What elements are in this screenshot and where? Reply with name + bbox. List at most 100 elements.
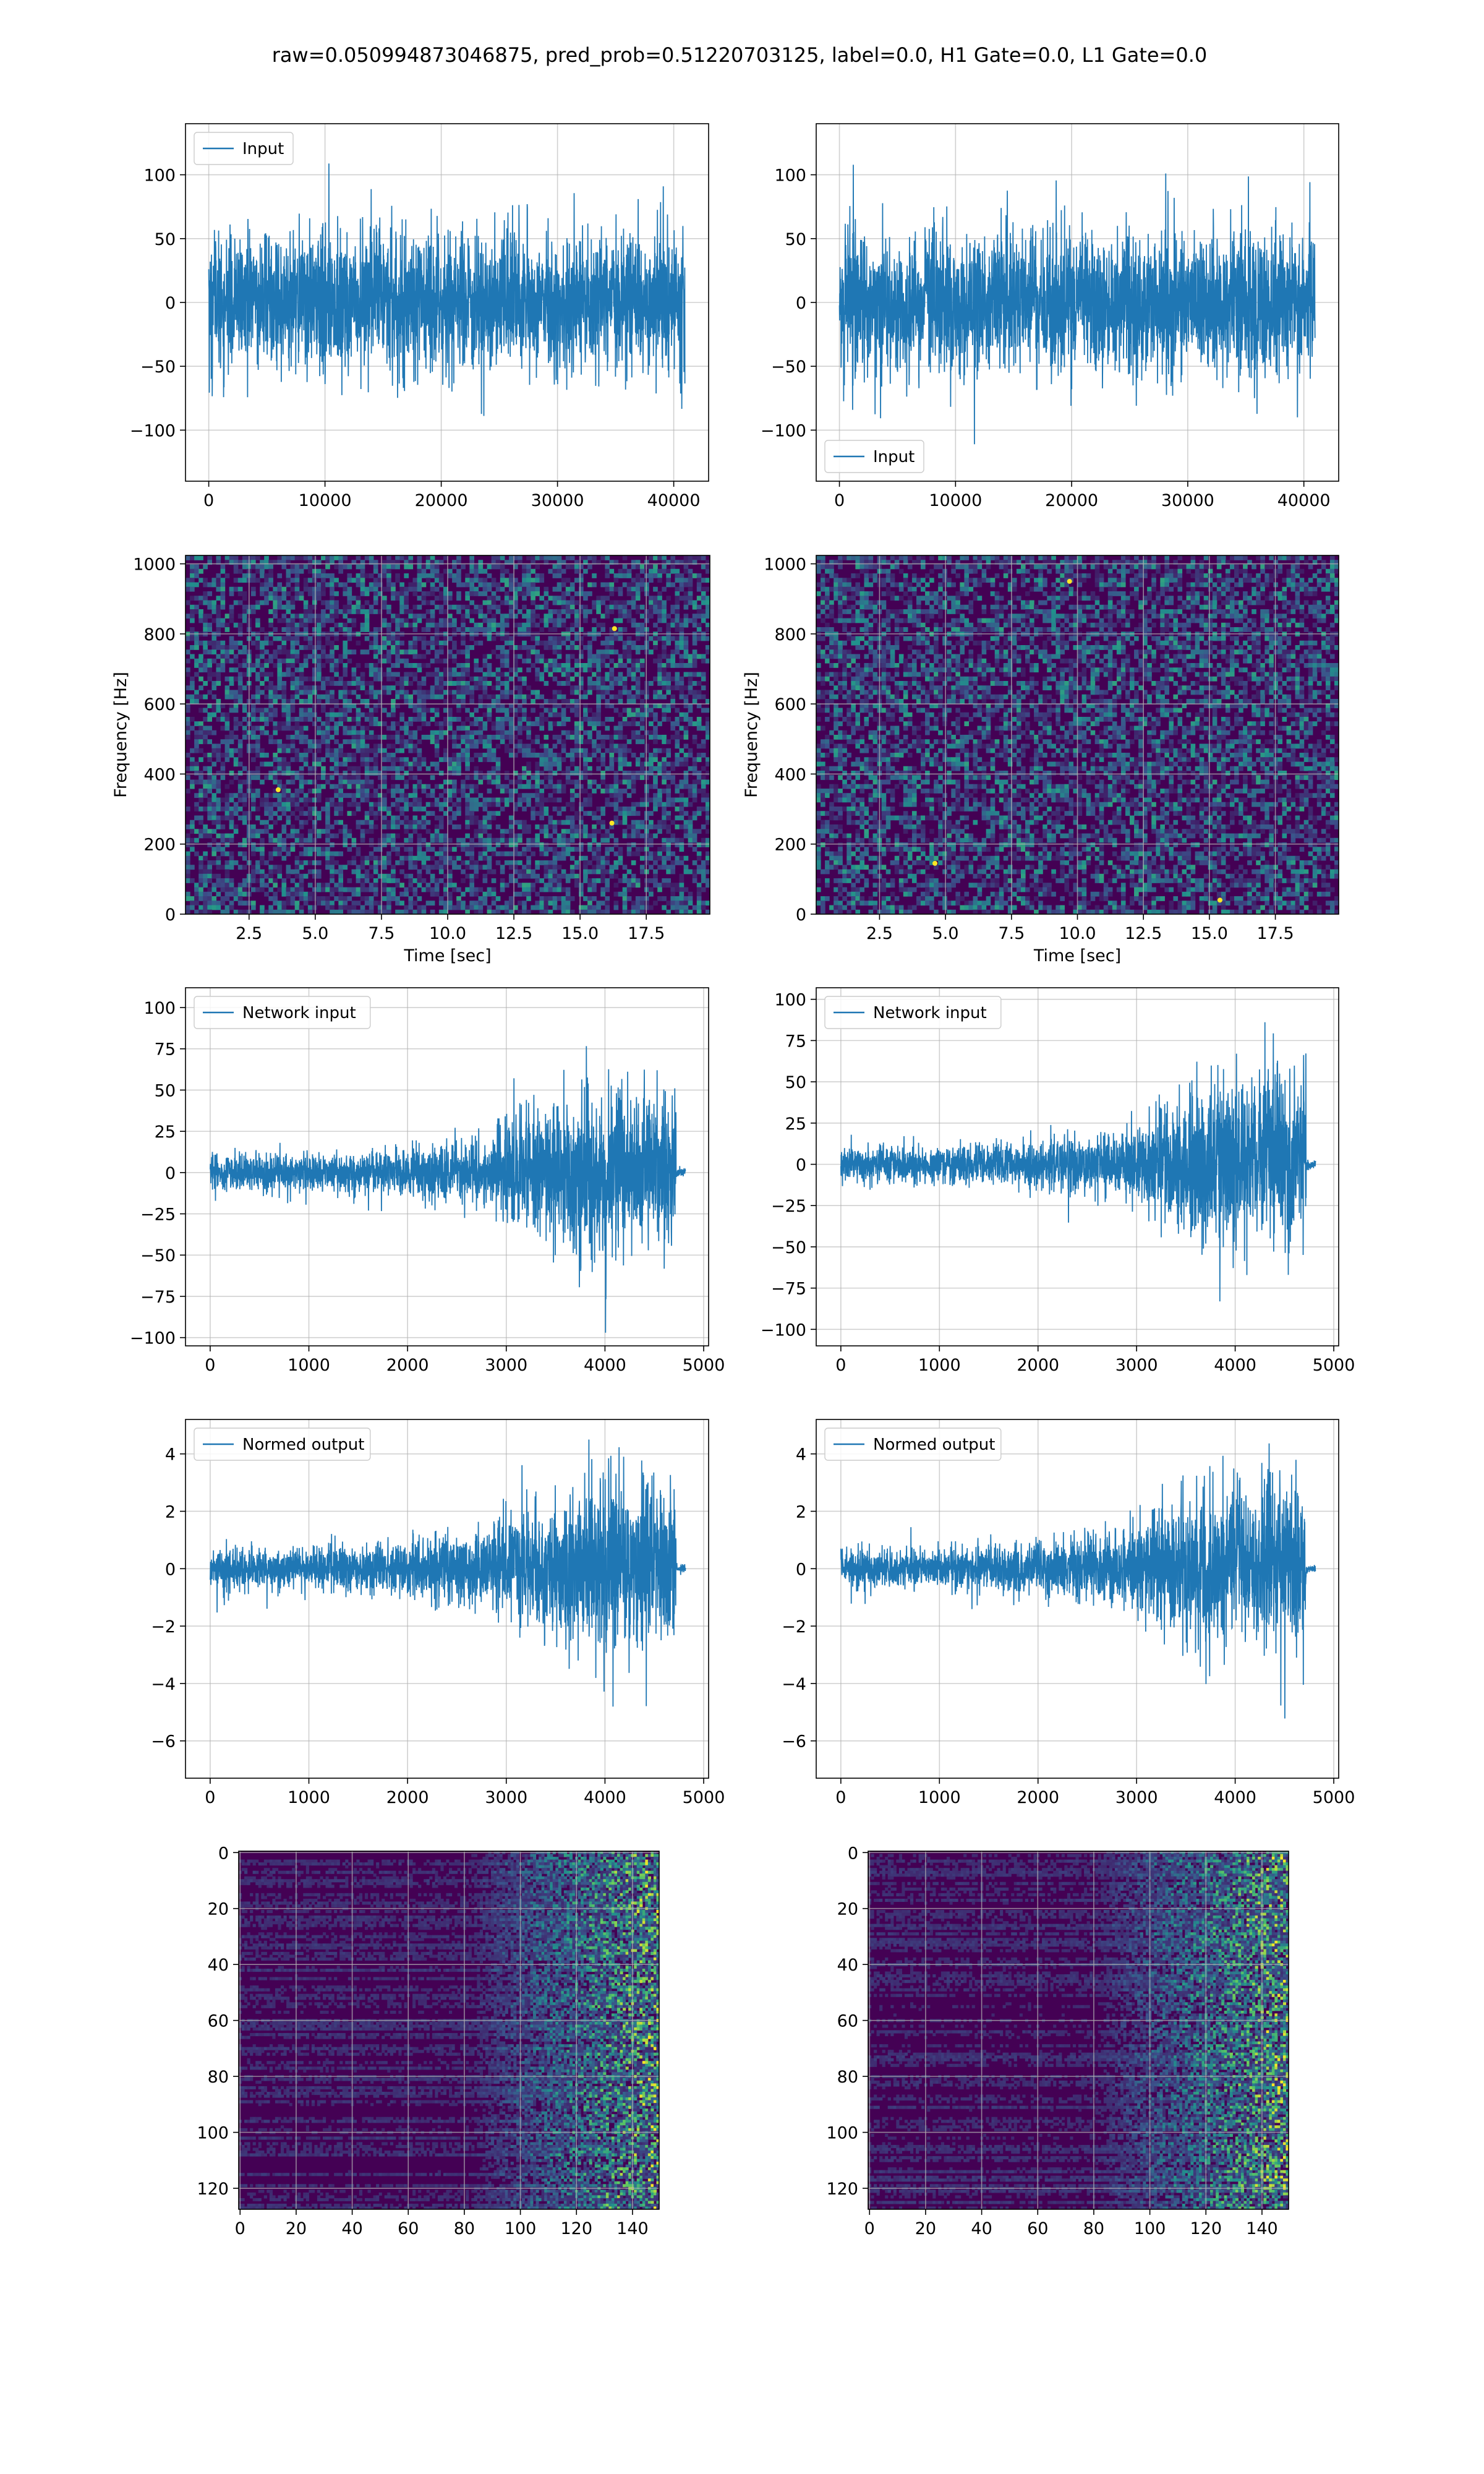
r1c2-xtick-label: 0: [834, 491, 845, 510]
r1c2-xtick-label: 30000: [1161, 491, 1214, 510]
r5c2-ytick-label: 20: [837, 1900, 858, 1919]
r4c2-ytick-label: −4: [782, 1675, 806, 1694]
r3c1-xtick-label: 3000: [485, 1356, 527, 1375]
r3c2-xtick-label: 3000: [1115, 1356, 1158, 1375]
r5c2-frame: [868, 1851, 1289, 2210]
r3c2-xtick-label: 1000: [918, 1356, 961, 1375]
r2c1-ylabel: Frequency [Hz]: [111, 672, 130, 798]
r5c2-heatmap-image: [868, 1851, 1289, 2209]
r5c1-xtick-label: 0: [235, 2219, 245, 2238]
r1c2-legend-label: Input: [873, 448, 915, 466]
r4c2-xtick-label: 4000: [1214, 1788, 1256, 1807]
r4c1-ytick-label: 4: [165, 1445, 176, 1465]
r4c2-ytick-label: −6: [782, 1732, 806, 1752]
panel-r3c1: 0 1000 2000 3000 4000 5000 −100 −75 −50 −25 0 25 50 7…: [130, 987, 725, 1375]
r1c1-ytick-label: −50: [140, 357, 176, 377]
r2c2-ytick-label: 400: [774, 765, 806, 784]
r3c1-series-line: [210, 1046, 686, 1333]
r3c1-ytick-label: 25: [155, 1123, 176, 1142]
r1c1-legend: Input: [194, 132, 294, 165]
r1c1-ytick-label: 0: [165, 294, 176, 313]
figure-title: raw=0.050994873046875, pred_prob=0.51220…: [272, 43, 1208, 67]
r2c2-xtick-label: 7.5: [998, 924, 1025, 943]
r5c1-ytick-label: 40: [208, 1956, 229, 1975]
r1c1-xtick-label: 0: [203, 491, 214, 510]
r4c2-series-line: [840, 1443, 1316, 1719]
r2c2-hot-spot-1: [932, 860, 938, 866]
r2c2-xtick-label: 10.0: [1059, 924, 1096, 943]
r5c1-xtick-label: 40: [341, 2219, 362, 2238]
r1c2-ytick-label: 100: [774, 166, 806, 186]
r3c1-ytick-label: 75: [155, 1040, 176, 1059]
panel-r2c2: 2.5 5.0 7.5 10.0 12.5 15.0 17.5 0 200 400 600 800 10…: [742, 555, 1339, 965]
r5c1-ytick-label: 100: [197, 2124, 229, 2143]
r1c2-ytick-label: −50: [771, 357, 806, 377]
r4c2-legend-label: Normed output: [873, 1436, 995, 1454]
r4c1-legend-label: Normed output: [242, 1436, 364, 1454]
r3c1-xtick-label: 0: [205, 1356, 215, 1375]
r4c1-ytick-label: 2: [165, 1502, 176, 1522]
r5c1-ytick-label: 60: [208, 2012, 229, 2031]
r2c1-hot-spot-2: [609, 820, 615, 826]
r4c2-xtick-label: 3000: [1115, 1788, 1158, 1807]
r2c2-ytick-label: 200: [774, 836, 806, 855]
r5c2-xtick-label: 120: [1190, 2219, 1222, 2238]
r3c2-xtick-label: 4000: [1214, 1356, 1256, 1375]
r3c1-ytick-label: 50: [155, 1081, 176, 1100]
panel-r1c1: 0 10000 20000 30000 40000 −100 −50 0 50 100 Input: [130, 123, 709, 510]
r1c2-xtick-label: 20000: [1045, 491, 1098, 510]
r2c1-xtick-label: 15.0: [561, 924, 599, 943]
r5c2-xtick-label: 60: [1027, 2219, 1048, 2238]
r3c1-ytick-label: −100: [130, 1329, 176, 1348]
r5c2-ytick-label: 60: [837, 2012, 858, 2031]
r5c1-xtick-label: 100: [505, 2219, 537, 2238]
r2c2-xtick-label: 5.0: [932, 924, 959, 943]
r3c2-ytick-label: −25: [771, 1197, 806, 1216]
r4c1-xtick-label: 2000: [386, 1788, 429, 1807]
r2c2-ylabel: Frequency [Hz]: [742, 672, 761, 798]
r2c1-ytick-label: 200: [143, 836, 176, 855]
r3c1-ytick-label: 0: [165, 1164, 176, 1183]
r2c2-xtick-label: 2.5: [866, 924, 893, 943]
r5c2-ytick-label: 0: [848, 1844, 858, 1863]
r1c1-legend-label: Input: [242, 140, 284, 158]
r2c2-hot-spot-0: [1217, 897, 1222, 903]
r5c2-xtick-label: 140: [1246, 2219, 1278, 2238]
r1c1-ytick-label: 50: [155, 230, 176, 249]
r2c1-xtick-label: 2.5: [236, 924, 262, 943]
r2c1-ytick-label: 800: [143, 625, 176, 644]
r1c1-ytick-label: 100: [143, 166, 176, 186]
r2c1-xtick-label: 17.5: [628, 924, 665, 943]
r1c1-xtick-label: 30000: [531, 491, 584, 510]
r5c2-ytick-label: 40: [837, 1956, 858, 1975]
r2c2-xlabel: Time [sec]: [1033, 946, 1121, 965]
panel-r5c1: 0 20 40 60 80 100 120 140 0 20 40 60 80 100 120: [197, 1844, 660, 2238]
r3c1-ytick-label: −25: [140, 1205, 176, 1225]
r3c2-xtick-label: 5000: [1313, 1356, 1355, 1375]
r2c1-ytick-label: 0: [165, 905, 176, 925]
panel-r4c2: 0 1000 2000 3000 4000 5000 −6 −4 −2 0 2 4 Normed out…: [782, 1419, 1355, 1807]
r1c1-ytick-label: −100: [130, 421, 176, 440]
r1c2-xtick-label: 10000: [929, 491, 982, 510]
r3c1-ytick-label: −75: [140, 1288, 176, 1307]
r3c1-ytick-label: 100: [143, 999, 176, 1018]
r1c2-ytick-label: 0: [796, 294, 806, 313]
r2c1-grid: [186, 555, 710, 915]
r3c2-ytick-label: 50: [785, 1073, 806, 1092]
r2c1-hot-spot-0: [612, 626, 617, 631]
r3c2-frame: [816, 987, 1339, 1346]
r5c2-xtick-label: 20: [915, 2219, 936, 2238]
r5c2-xtick-label: 80: [1083, 2219, 1104, 2238]
r1c1-series-line: [208, 163, 686, 416]
r2c1-xtick-label: 7.5: [368, 924, 394, 943]
r5c1-ytick-label: 20: [208, 1900, 229, 1919]
r5c1-frame: [238, 1851, 660, 2210]
r4c1-ytick-label: 0: [165, 1560, 176, 1579]
r2c2-ytick-label: 800: [774, 625, 806, 644]
r4c2-ytick-label: 2: [796, 1502, 806, 1522]
r1c2-series-line: [838, 165, 1316, 445]
r4c1-ytick-label: −6: [151, 1732, 176, 1752]
r3c2-ytick-label: −100: [761, 1320, 806, 1340]
panel-r3c2: 0 1000 2000 3000 4000 5000 −100 −75 −50 −25 0 25 50 7…: [761, 987, 1355, 1375]
